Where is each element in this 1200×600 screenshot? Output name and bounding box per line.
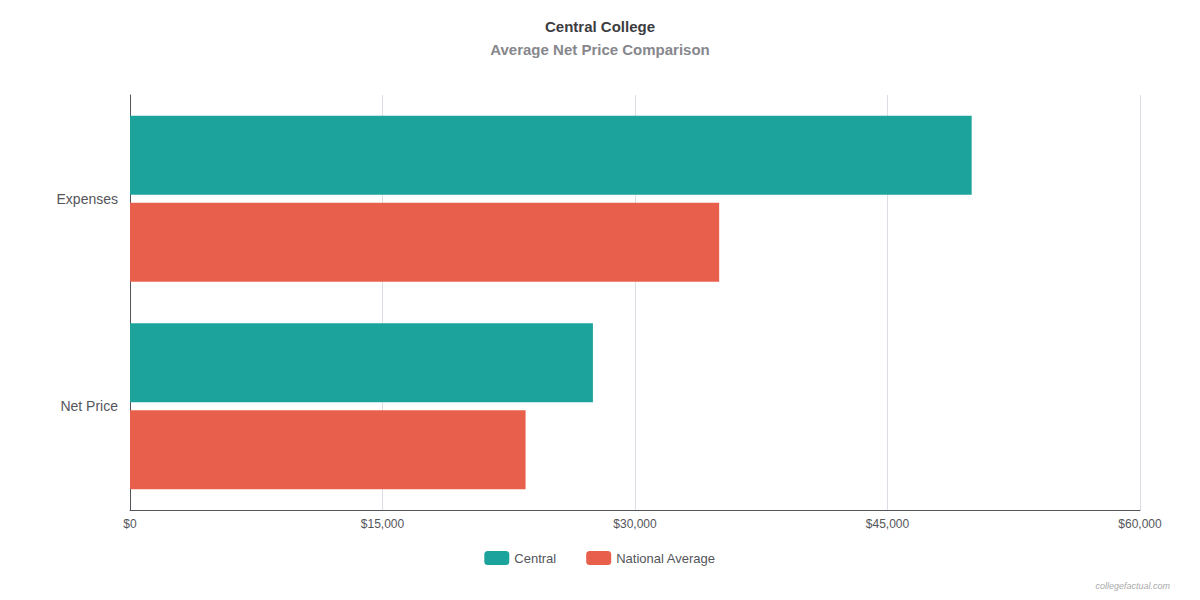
svg-text:$30,000: $30,000 [613,517,657,531]
svg-text:$60,000: $60,000 [1118,517,1162,531]
svg-text:Expenses: Expenses [57,191,118,207]
svg-text:Central College: Central College [545,18,655,35]
svg-text:Average Net Price Comparison: Average Net Price Comparison [490,41,710,58]
svg-text:Central: Central [514,551,556,566]
svg-text:Net Price: Net Price [60,398,118,414]
svg-text:$15,000: $15,000 [361,517,405,531]
svg-text:National Average: National Average [616,551,715,566]
svg-text:$45,000: $45,000 [866,517,910,531]
svg-text:collegefactual.com: collegefactual.com [1095,581,1170,591]
svg-text:$0: $0 [123,517,137,531]
